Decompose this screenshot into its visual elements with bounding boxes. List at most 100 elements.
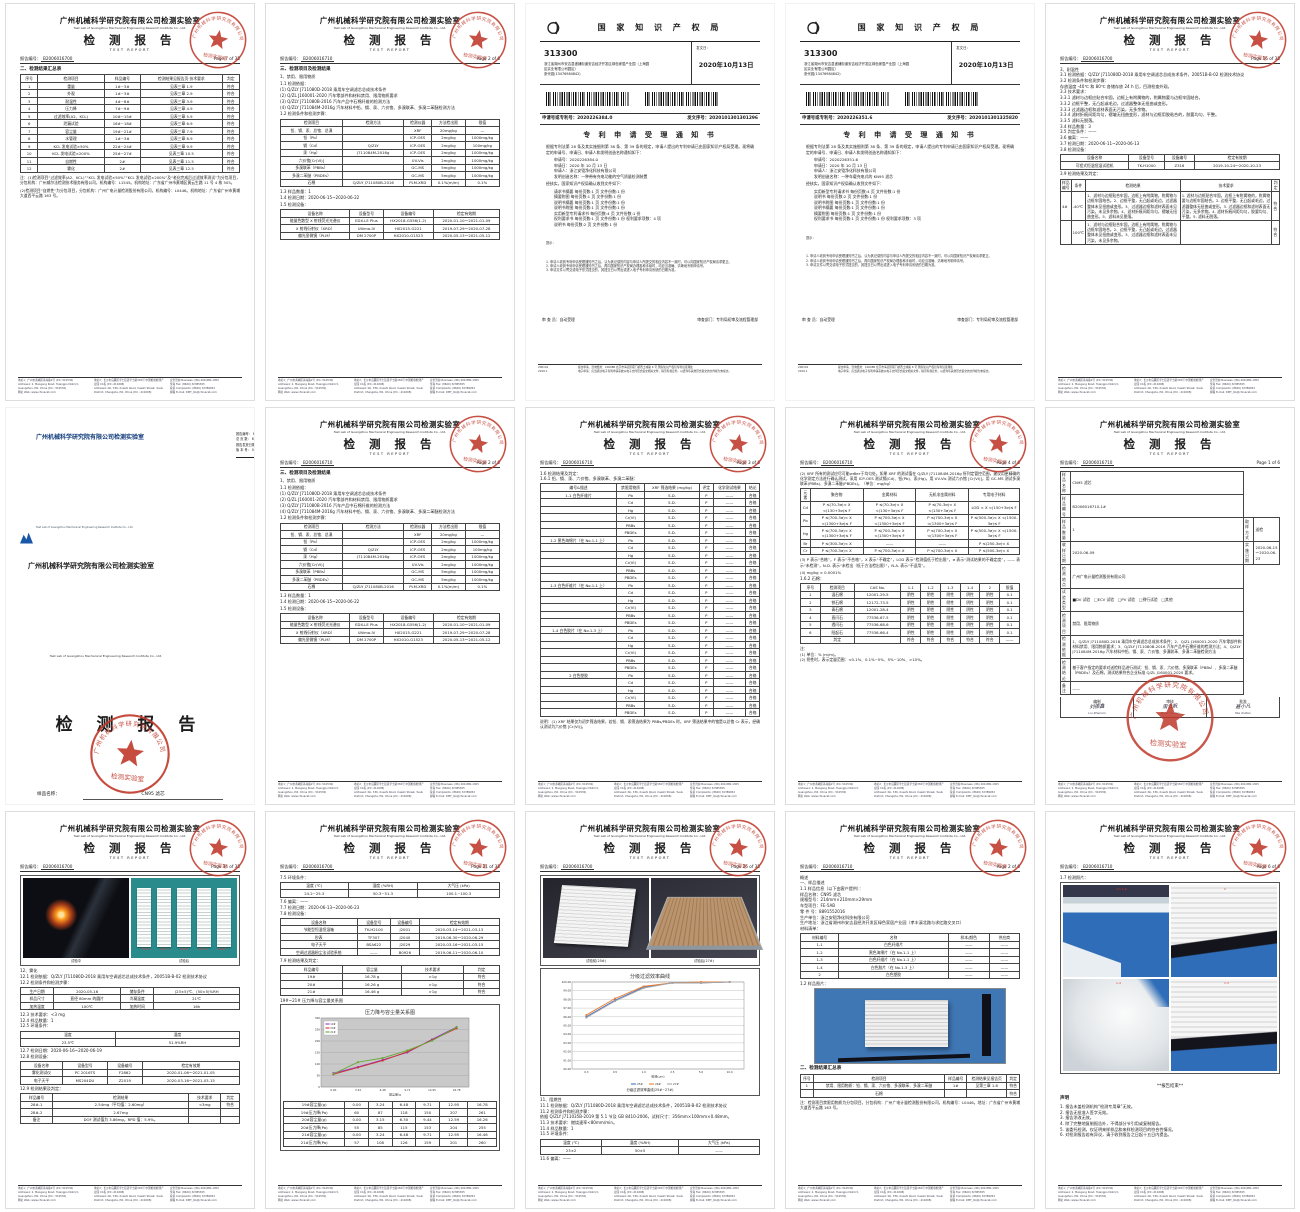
summary-heading: 二、检测结果汇总表 xyxy=(800,1066,842,1072)
table-row: 2 白色塑胶 —— —— xyxy=(799,970,1021,980)
footer-address-1: 地址1：广州市黄埔区茅岗路2号 (P.C.:510530) Address1: … xyxy=(798,783,859,799)
report-number: 报告编号： B2006016710 xyxy=(280,459,335,466)
footer-address-2: 地址2：长沙市岳麓区学士街道学士路336号 中国检验检测产业园 C1栋 (P.C… xyxy=(614,1187,684,1203)
document-thumbnail-12[interactable]: 广州机械科学研究院有限公司检测实验室 Test Lab of Guangzhou… xyxy=(265,811,515,1209)
footer-address-1: 地址1：广州市黄埔区茅岗路2号 (P.C.:510530) Address1: … xyxy=(1058,379,1119,395)
document-thumbnail-4[interactable]: 国 家 知 识 产 权 局 313300 浙江省湖州市安吉县递铺街道安吉经济开发… xyxy=(785,3,1035,401)
footer-address-2: 地址2：长沙市岳麓区学士街道学士路336号 中国检验检测产业园 C1栋 (P.C… xyxy=(94,379,164,395)
equipment-table: 设备名称 设备型号 设备编号 检定有效期 节能型恒温恒湿箱 TK-H2100 J2001 20… xyxy=(280,917,501,957)
table-row: 24.2~25.3 50.3~51.3 100.1~100.3 xyxy=(280,889,500,898)
footer-address-2: 地址2：长沙市岳麓区学士街道学士路336号 中国检验检测产业园 C1栋 (P.C… xyxy=(1134,783,1204,799)
document-thumbnail-8[interactable]: 广州机械科学研究院有限公司检测实验室 Test Lab of Guangzhou… xyxy=(525,407,775,805)
subsection: 1.5 检测设备： xyxy=(280,201,309,207)
section-heading: 三、检测项目及检测结果 xyxy=(280,66,331,72)
section-text: 7.6 偏离：—— 7.7 检测日期：2020-06-13~2020-06-23… xyxy=(280,899,360,916)
table-row: 备注 DOF 测试值为 3.86mg，RPD 值：5.9%。 xyxy=(19,1115,240,1125)
table-header-row: 温度 (℃) 湿度 (%RH) 大气压 (kPa) xyxy=(539,1138,761,1148)
equipment-table: 设备名称 设备型号 设备编号 检定有效期 能量色散型 X 射线荧光光谱仪 EDX-LE P… xyxy=(279,613,501,645)
notice-body: 根据专利法第 28 条及其实施细则第 38 条、第 39 条的规定，申请人提出的… xyxy=(806,144,1014,155)
table-row: 11 自燃性 2# 见表三章 11.5 符合 xyxy=(19,157,241,166)
document-thumbnail-10[interactable]: 广州机械科学研究院有限公司检测实验室 Test Lab of Guangzhou… xyxy=(1045,407,1295,805)
table-row: 电子天平 BSA622 J2029 2020-03-16～2021-03-15 xyxy=(280,940,501,949)
cover-top: 广州机械科学研究院有限公司检测实验室 Test Lab of Guangzhou… xyxy=(20,420,254,642)
dispatch-date: 2020年10月13日 xyxy=(698,60,754,69)
patent-meta-grid: 313300 浙江省湖州市安吉县递铺街道安吉经济开发区绿色家居产业园（上海园 区… xyxy=(540,42,760,85)
document-thumbnail-2[interactable]: 广州机械科学研究院有限公司检测实验室 Test Lab of Guangzhou… xyxy=(265,3,515,401)
document-thumbnail-15[interactable]: 广州机械科学研究院有限公司检测实验室 Test Lab of Guangzhou… xyxy=(1045,811,1295,1209)
document-thumbnail-14[interactable]: 广州机械科学研究院有限公司检测实验室 Test Lab of Guangzhou… xyxy=(785,811,1035,1209)
svg-text:250: 250 xyxy=(315,1028,320,1032)
table-row: Hg S.D. P —— 合格 xyxy=(540,506,760,515)
table-row: 镉（Cd） Q/ZLY ICP-OES 2mg/kg 100mg/kg xyxy=(279,545,501,554)
table-row: 10 KCL 发电试验×200% 25#~27# 见表三章 10.5 符合 xyxy=(19,149,241,158)
report-number-row: 报告编号： B2006016700 Page 16 of 35 xyxy=(1060,55,1280,64)
table-row: Cd S.D. P —— 合格 xyxy=(540,678,760,687)
table-row: 1-3 白色纤维片（在 No.1-1 上） Pb S.D. P —— 合格 xyxy=(540,581,760,590)
footer-contact: 业务咨询 Business: (86) 400-880-1305 传真 Fax:… xyxy=(690,1187,739,1203)
application-number-row: 申请号或专利号：2020226351.6 发文序号：20201013013258… xyxy=(800,114,1020,125)
filter-after-photo xyxy=(646,877,764,958)
report-title-en: TEST REPORT xyxy=(889,451,931,456)
report-title-en: TEST REPORT xyxy=(629,451,671,456)
table-row: Cr(VI) S.D. P —— 合格 xyxy=(540,693,760,702)
table-row: 3 青石棉 12001-28-4 阴性 阴性 阴性 阴性 阴性 0.1 xyxy=(800,605,1020,615)
report-header: 广州机械科学研究院有限公司检测实验室 Test Lab of Guangzhou… xyxy=(280,420,500,457)
cnipa-header: 国 家 知 识 产 权 局 xyxy=(540,16,760,42)
sample-photo xyxy=(814,988,1006,1065)
lab-name: 广州机械科学研究院有限公司检测实验室 xyxy=(319,16,461,25)
result-label: 12.9 检测结果及判定： xyxy=(20,1086,64,1092)
table-row: Cr(VI) S.D. P —— 合格 xyxy=(540,648,760,657)
chart-caption: 分级过滤效率曲线(25#~27#) xyxy=(626,1088,674,1093)
document-thumbnail-7[interactable]: 广州机械科学研究院有限公司检测实验室 Test Lab of Guangzhou… xyxy=(265,407,515,805)
table-row: 偏光显微镜（PLM） DM 2700P HX2010-G1523 2020-05-13… xyxy=(279,231,501,241)
method-paragraph: (2) XRF 所有的测试应尽可能избег于均匀处。如果 XRF 的测试值在 … xyxy=(800,470,1020,487)
table-header-row: 设备名称 设备型号 设备编号 检定有效期 xyxy=(279,613,501,622)
svg-text:5.0: 5.0 xyxy=(699,1070,704,1074)
report-number: 报告编号： B2006016710 xyxy=(800,459,855,466)
lab-name: 广州机械科学研究院有限公司检测实验室 xyxy=(579,824,721,833)
document-thumbnail-11[interactable]: 广州机械科学研究院有限公司检测实验室 Test Lab of Guangzhou… xyxy=(5,811,255,1209)
svg-text:94.00: 94.00 xyxy=(563,1033,571,1037)
report-title-en: TEST REPORT xyxy=(369,855,411,860)
document-thumbnail-5[interactable]: 广州机械科学研究院有限公司检测实验室 Test Lab of Guangzhou… xyxy=(1045,3,1295,401)
document-thumbnail-6[interactable]: 广州机械科学研究院有限公司检测实验室 Test Lab of Guangzhou… xyxy=(5,407,255,805)
table-row: 多溴二苯醚（PBDEs） GC-MS 5mg/kg 1000mg/kg xyxy=(279,171,501,180)
footer-contact: 业务咨询 Business: (86) 400-880-1305 传真 Fax:… xyxy=(1210,783,1259,799)
report-number-row: 报告编号： B2006016710 Page 2 of 6 xyxy=(800,863,1020,872)
document-thumbnail-1[interactable]: 广州机械科学研究院有限公司检测实验室 Test Lab of Guangzhou… xyxy=(5,3,255,401)
patent-footer: 200101 2019.1 提交申请、咨询费用：100088 北京市海淀区蓟门桥… xyxy=(798,363,1022,374)
received-line: 经核实，国家知识产权局确认收到文件如下： xyxy=(806,181,884,187)
report-number-row: 报告编号： B2006016710 Page 3 of 6 xyxy=(540,459,760,468)
report-end-mark: **报告结束** xyxy=(1156,1084,1184,1090)
table-header-row: 材料编号 名称 样本/颜色 供应商 xyxy=(799,933,1021,942)
page-footer: 地址1：广州市黄埔区茅岗路2号 (P.C.:510530) Address1: … xyxy=(538,780,762,799)
document-thumbnail-13[interactable]: 广州机械科学研究院有限公司检测实验室 Test Lab of Guangzhou… xyxy=(525,811,775,1209)
subsection: 1.6.2 石棉： xyxy=(800,576,824,582)
document-thumbnail-9[interactable]: 广州机械科学研究院有限公司检测实验室 Test Lab of Guangzhou… xyxy=(785,407,1035,805)
subsection: 1、禁用、限用物质 xyxy=(280,477,316,483)
svg-text:10.0: 10.0 xyxy=(727,1070,733,1074)
report-title: 检 测 报 告 xyxy=(83,840,177,855)
subsection: 1.3 样品数量：1 xyxy=(280,592,311,598)
sample-form-table: 样品名称 CN95 滤芯 样品编号 B2006016710-1# 样品数量 1 取样方式 送检… xyxy=(1059,470,1280,696)
page-footer: 地址1：广州市黄埔区茅岗路2号 (P.C.:510530) Address1: … xyxy=(18,376,242,395)
document-thumbnail-3[interactable]: 国 家 知 识 产 权 局 313300 浙江省湖州市安吉县递铺街道安吉经济开发… xyxy=(525,3,775,401)
svg-text:6.48: 6.48 xyxy=(380,1088,386,1092)
report-header: 广州机械科学研究院有限公司检测实验室 Test Lab of Guangzhou… xyxy=(20,824,240,861)
limits-table: 元素 聚合物 金属材料 无机非金属材料 专用电子材料 Cd P ≤(70-3σ)< X <(… xyxy=(800,487,1020,556)
subsection: 1.3 样品数量：1 xyxy=(280,188,311,194)
page-footer: 地址1：广州市黄埔区茅岗路2号 (P.C.:510530) Address1: … xyxy=(278,1184,502,1203)
subcontract-note-2: (2)检测项目“自燃性”为分包项目，分包机构：广州广电计量检测股份有限公司，机构… xyxy=(20,187,240,198)
svg-text:26#: 26# xyxy=(655,1083,662,1087)
footer-contact: 业务咨询 Business: (86) 400-880-1305 传真 Fax:… xyxy=(1210,1187,1259,1203)
chart-block: 压力降与容尘量关系图 0 50 100 150 200 250 300 0.00 3.24 6.48… xyxy=(280,1004,500,1152)
lab-name-en: Test Lab of Guangzhou Mechanical Enginee… xyxy=(1113,834,1227,839)
lab-name-en: Test Lab of Guangzhou Mechanical Enginee… xyxy=(333,430,447,435)
footer-contact: 业务咨询 Business: (86) 400-880-1305 传真 Fax:… xyxy=(170,1187,219,1203)
lab-name-en: Test Lab of Guangzhou Mechanical Enginee… xyxy=(36,526,134,529)
white-filter xyxy=(553,885,637,947)
examiner-row: 审 查 员：自动受理 审查部门：专利局初审及流程管理部 xyxy=(542,317,758,322)
footer-contact: 业务咨询 Business: (86) 400-880-1305 传真 Fax:… xyxy=(690,783,739,799)
table-row: 可程式恒温恒湿试验机 TK-H1000 Z316 2019-10-24～2020-10… xyxy=(1059,161,1280,170)
